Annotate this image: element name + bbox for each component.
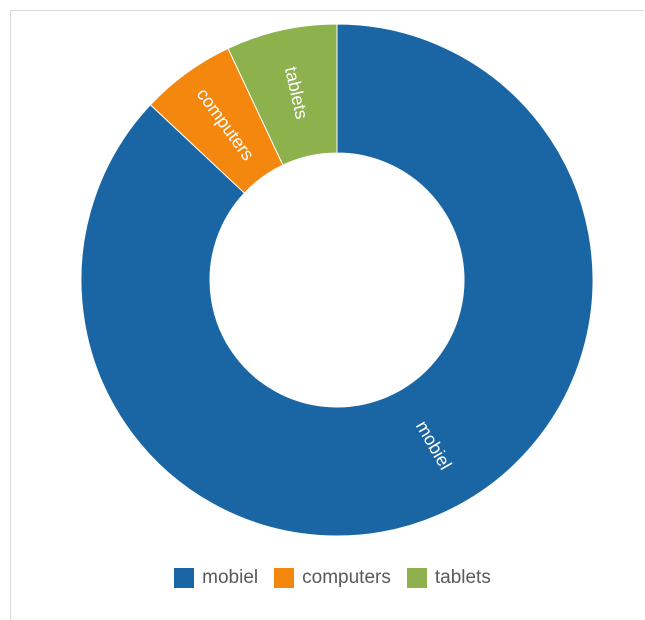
legend-label-tablets: tablets [434,567,491,588]
legend-label-mobiel: mobiel [202,567,259,588]
legend-item-tablets[interactable]: tablets [406,567,491,589]
legend-swatch-computers [274,568,295,588]
donut-slices [80,23,594,537]
slice-tablets[interactable] [227,23,338,166]
legend-item-computers[interactable]: computers [274,567,391,589]
legend-swatch-mobiel [174,568,195,588]
chart-legend: mobiel computers tablets [0,567,645,589]
legend-item-mobiel[interactable]: mobiel [174,567,258,589]
slice-mobiel[interactable] [80,23,594,537]
legend-swatch-tablets [406,568,427,588]
legend-label-computers: computers [302,567,391,588]
